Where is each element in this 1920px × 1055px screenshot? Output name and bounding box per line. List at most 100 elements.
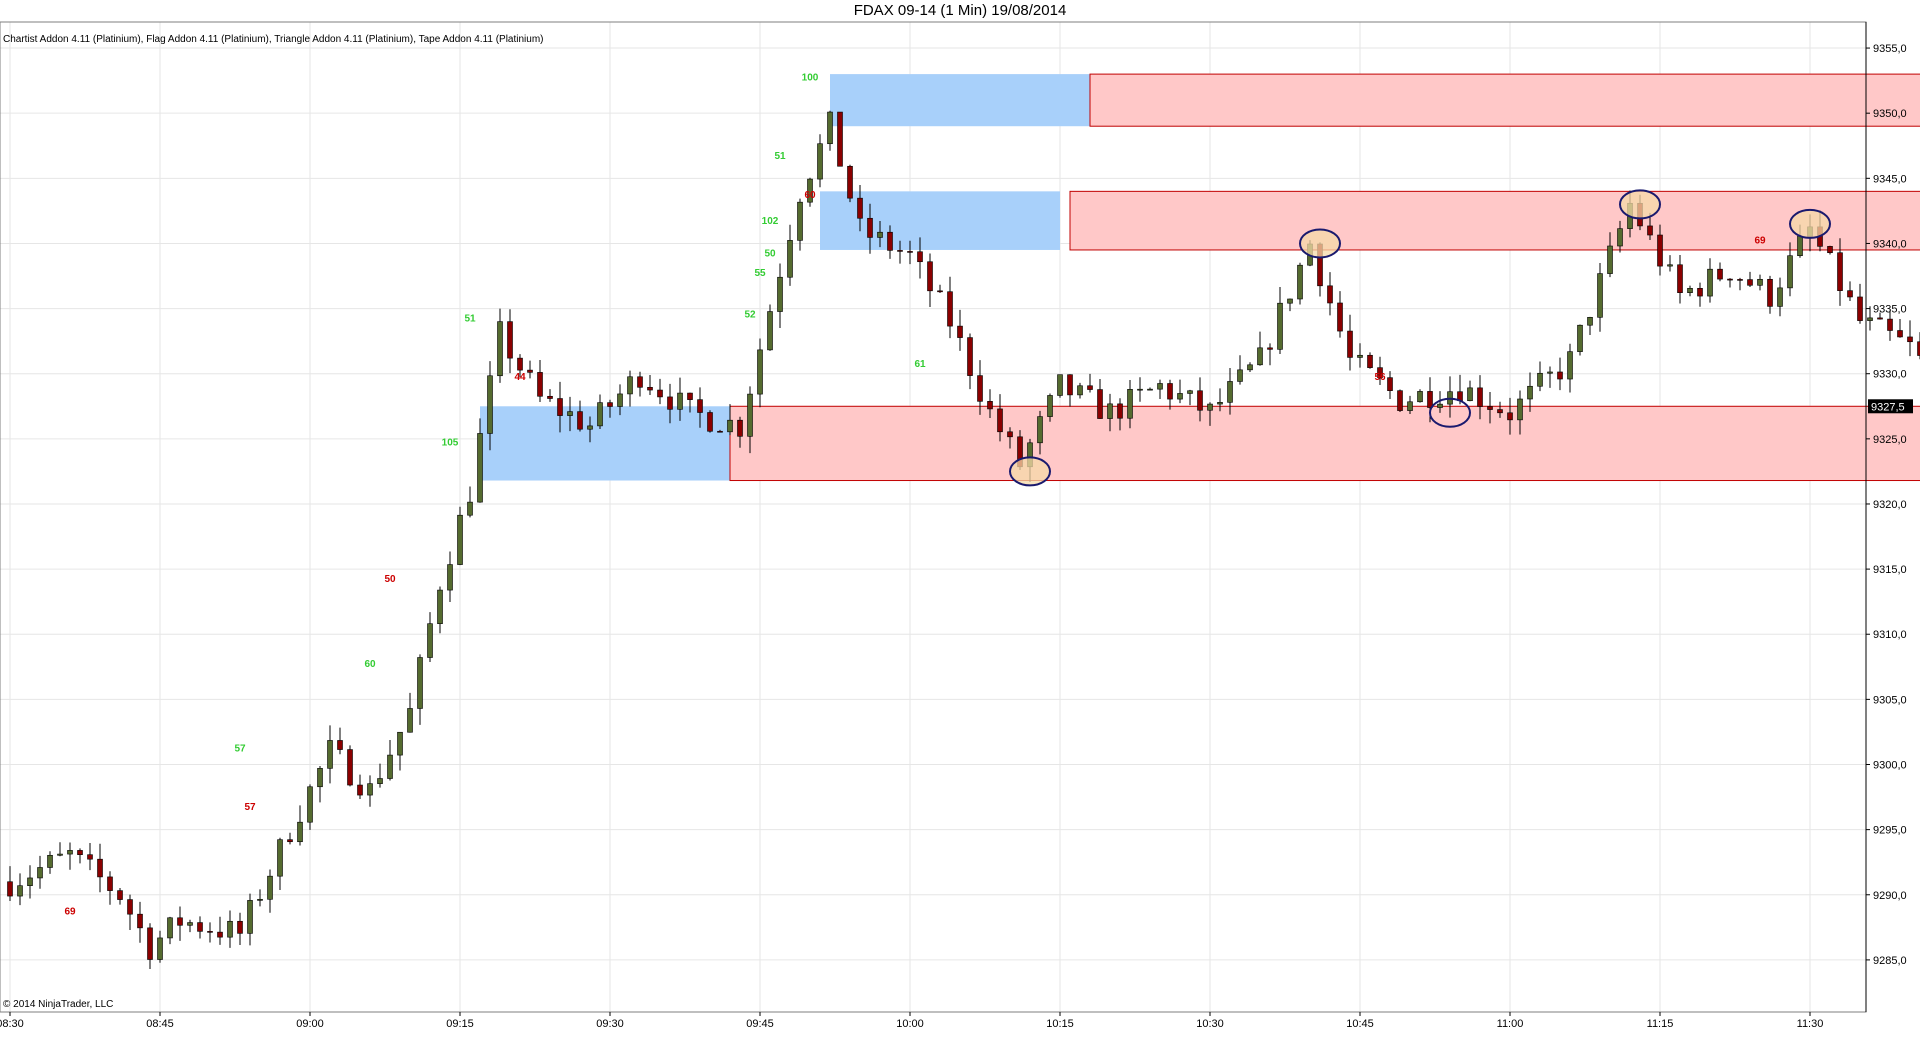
candle-down <box>217 931 223 938</box>
tape-volume-label: 100 <box>802 73 819 84</box>
y-tick-label: 9300,0 <box>1873 760 1907 772</box>
candle-down <box>897 250 903 252</box>
candle-down <box>1717 268 1723 280</box>
candle-up <box>317 768 323 788</box>
candle-down <box>1837 252 1843 291</box>
candle-down <box>1007 431 1013 438</box>
candle-down <box>337 740 343 750</box>
candle-down <box>1097 389 1103 419</box>
candle-down <box>1477 387 1483 407</box>
candle-up <box>597 402 603 427</box>
candles <box>7 110 1920 970</box>
ellipses <box>1009 189 1831 487</box>
candle-up <box>67 850 73 855</box>
candle-up <box>1537 372 1543 387</box>
candle-up <box>747 393 753 437</box>
candle-up <box>397 731 403 756</box>
candle-up <box>1547 371 1553 374</box>
candle-down <box>1117 403 1123 419</box>
candle-down <box>927 261 933 292</box>
y-tick-label: 9350,0 <box>1873 108 1907 120</box>
last-price-marker: 9327,5 <box>1868 399 1913 414</box>
chart-title: FDAX 09-14 (1 Min) 19/08/2014 <box>853 2 1067 19</box>
candle-down <box>717 430 723 433</box>
candle-up <box>1227 381 1233 403</box>
candle-down <box>97 858 103 878</box>
candle-down <box>647 386 653 391</box>
candle-down <box>357 784 363 796</box>
y-tick-label: 9330,0 <box>1873 369 1907 381</box>
candle-down <box>667 396 673 410</box>
candle-down <box>7 881 13 897</box>
candle-up <box>767 311 773 351</box>
candle-up <box>807 178 813 203</box>
candle-down <box>607 402 613 407</box>
candle-down <box>1197 390 1203 411</box>
candle-up <box>327 740 333 769</box>
x-tick-label: 08:30 <box>0 1018 24 1030</box>
candle-down <box>107 876 113 891</box>
tape-volume-label: 52 <box>744 310 756 321</box>
x-tick-label: 10:15 <box>1046 1018 1074 1030</box>
y-tick-label: 9345,0 <box>1873 173 1907 185</box>
candle-down <box>127 899 133 915</box>
candle-down <box>1727 278 1733 281</box>
y-tick-label: 9305,0 <box>1873 694 1907 706</box>
candle-up <box>227 920 233 938</box>
candle-down <box>1917 341 1920 356</box>
candle-up <box>1257 347 1263 366</box>
candle-up <box>587 425 593 430</box>
highlight-ellipse <box>1619 189 1661 220</box>
last-price-label: 9327,5 <box>1871 401 1905 413</box>
candle-down <box>507 321 513 359</box>
candle-up <box>777 276 783 312</box>
tape-volume-label: 57 <box>244 802 256 813</box>
candle-up <box>1577 324 1583 352</box>
x-tick-label: 11:15 <box>1647 1018 1674 1030</box>
tape-labels: 6957576050105514452555010251100606156698… <box>64 73 1766 918</box>
candle-up <box>477 433 483 503</box>
copyright-text: © 2014 NinjaTrader, LLC <box>3 999 113 1010</box>
candle-down <box>1067 374 1073 396</box>
candle-up <box>1787 255 1793 289</box>
candle-up <box>1217 402 1223 405</box>
highlight-ellipse <box>1009 456 1051 487</box>
candle-up <box>677 392 683 410</box>
candle-down <box>947 291 953 327</box>
candle-up <box>1417 391 1423 403</box>
x-tick-label: 09:00 <box>296 1018 324 1030</box>
candle-down <box>1327 285 1333 304</box>
price-axis[interactable]: 9355,0 9350,0 9345,0 9340,0 9335,0 9330,0 9325… <box>1866 43 1907 967</box>
candle-up <box>1467 387 1473 402</box>
candle-down <box>1487 406 1493 410</box>
tape-volume-label: 61 <box>914 359 926 370</box>
candle-down <box>847 165 853 199</box>
y-tick-label: 9325,0 <box>1873 434 1907 446</box>
candle-down <box>577 411 583 430</box>
x-tick-label: 11:00 <box>1497 1018 1524 1030</box>
candle-down <box>1737 279 1743 281</box>
tape-volume-label: 51 <box>774 151 786 162</box>
candle-down <box>1697 288 1703 297</box>
y-tick-label: 9355,0 <box>1873 43 1907 55</box>
candle-up <box>47 854 53 868</box>
candle-up <box>1247 364 1253 371</box>
candle-up <box>1187 390 1193 394</box>
time-axis[interactable]: 08:30 08:45 09:00 09:15 09:30 09:45 10:00 10:15… <box>0 1012 1920 1030</box>
candle-down <box>197 922 203 932</box>
candle-down <box>1897 330 1903 338</box>
candle-down <box>537 372 543 397</box>
candle-up <box>447 564 453 591</box>
candle-down <box>1847 290 1853 298</box>
candle-up <box>367 783 373 796</box>
candle-up <box>1147 388 1153 391</box>
candle-up <box>497 321 503 377</box>
candle-up <box>1297 264 1303 300</box>
candle-up <box>1587 317 1593 326</box>
candle-up <box>437 589 443 624</box>
candle-down <box>707 412 713 432</box>
candle-down <box>527 369 533 373</box>
highlight-ellipse <box>1429 397 1471 428</box>
candle-up <box>297 821 303 843</box>
